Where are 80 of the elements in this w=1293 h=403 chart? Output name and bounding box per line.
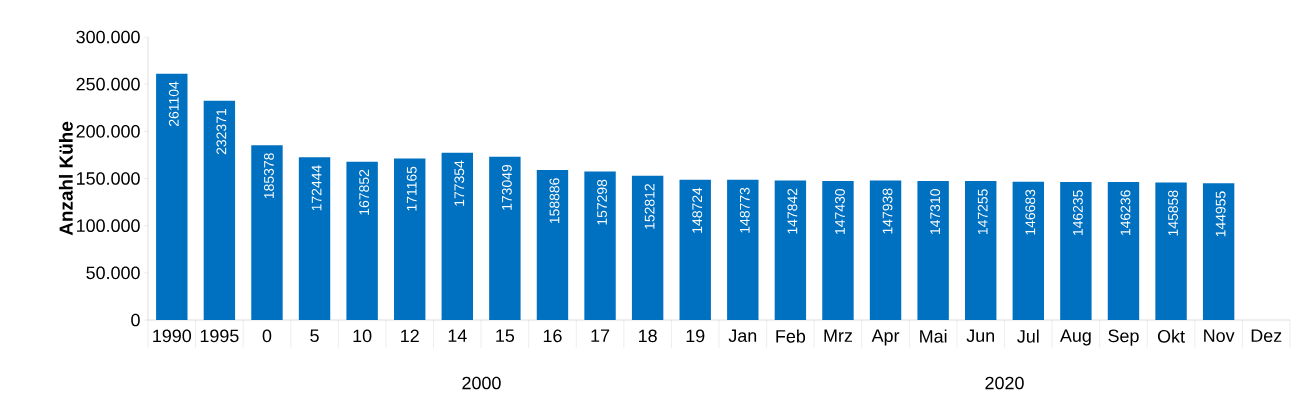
bar xyxy=(727,179,759,320)
bar xyxy=(536,170,569,320)
bar xyxy=(1107,182,1140,320)
data-label: 144955 xyxy=(1215,191,1226,237)
x-tick-label: Mai xyxy=(920,329,947,343)
bar xyxy=(298,157,331,320)
x-tick-label: 14 xyxy=(448,329,467,342)
y-axis-title: Anzahl Kühe xyxy=(58,121,73,236)
bar xyxy=(251,145,283,320)
bar xyxy=(1012,181,1044,320)
x-tick-label: 1995 xyxy=(200,329,239,343)
bar xyxy=(917,181,949,320)
data-label: 148773 xyxy=(739,187,750,233)
y-tick-label: 0 xyxy=(131,313,140,327)
data-label: 185378 xyxy=(264,153,274,199)
bar xyxy=(965,181,997,320)
x-tick-label: Aug xyxy=(1059,329,1091,346)
data-label: 147310 xyxy=(930,189,941,235)
x-tick-label: 5 xyxy=(310,329,319,343)
x-tick-label: 17 xyxy=(591,329,610,342)
x-tick-label: 18 xyxy=(639,329,657,343)
y-tick-label: 300.000 xyxy=(76,30,140,44)
data-label: 232371 xyxy=(216,108,227,155)
data-label: 172444 xyxy=(311,165,322,211)
x-tick-label: Okt xyxy=(1157,329,1185,343)
data-label: 152812 xyxy=(644,184,655,229)
bar xyxy=(679,179,711,320)
x-tick-label: Jan xyxy=(728,329,757,343)
bar xyxy=(156,73,188,320)
text: 2020 xyxy=(985,376,1024,390)
data-label: 148724 xyxy=(692,187,703,233)
x-tick-label: Apr xyxy=(871,329,900,346)
data-label: 146235 xyxy=(1072,190,1083,236)
data-label: 177354 xyxy=(454,160,465,206)
x-tick-label: Dez xyxy=(1251,329,1282,343)
x-tick-label: 0 xyxy=(262,329,272,343)
data-label: 158886 xyxy=(549,178,560,224)
bar xyxy=(774,180,807,320)
data-label: 173049 xyxy=(501,164,512,210)
bar xyxy=(631,175,664,320)
y-tick-label: 250.000 xyxy=(76,77,140,91)
bar xyxy=(203,100,236,320)
x-tick-label: Sep xyxy=(1108,329,1139,346)
bar xyxy=(346,161,378,320)
x-tick-label: Mrz xyxy=(824,329,853,342)
x-tick-label: 10 xyxy=(353,329,372,343)
y-tick-label: 50.000 xyxy=(86,266,140,280)
text: 2000 xyxy=(462,376,501,390)
data-label: 171165 xyxy=(406,166,417,211)
data-label: 147938 xyxy=(882,188,893,234)
data-label: 146236 xyxy=(1120,190,1131,236)
data-label: 147842 xyxy=(787,188,798,234)
data-label: 261104 xyxy=(168,81,179,126)
bar xyxy=(489,156,521,320)
bar xyxy=(869,180,902,320)
bar xyxy=(394,158,426,320)
x-tick-label: Jun xyxy=(966,329,995,343)
x-tick-label: 16 xyxy=(543,329,562,343)
x-tick-label: Feb xyxy=(776,329,806,343)
x-tick-label: 12 xyxy=(401,329,419,343)
y-tick-label: 100.000 xyxy=(77,219,140,233)
data-label: 157298 xyxy=(597,179,607,225)
bar xyxy=(822,180,854,320)
data-label: 167852 xyxy=(359,169,370,215)
x-tick-label: 15 xyxy=(496,329,515,343)
bar xyxy=(584,171,616,320)
data-label: 145858 xyxy=(1168,190,1178,236)
x-tick-label: Jul xyxy=(1017,329,1039,343)
bar xyxy=(441,152,473,320)
x-tick-label: 19 xyxy=(686,329,705,343)
x-tick-label: Nov xyxy=(1204,329,1235,343)
data-label: 147430 xyxy=(835,188,845,234)
bar xyxy=(1202,183,1235,320)
bar xyxy=(1060,182,1092,320)
data-label: 146683 xyxy=(1025,189,1036,235)
data-label: 147255 xyxy=(977,189,988,235)
bar xyxy=(1155,182,1187,320)
y-tick-label: 150.000 xyxy=(77,172,140,185)
x-tick-label: 1990 xyxy=(153,329,192,343)
y-tick-label: 200.000 xyxy=(76,124,140,138)
